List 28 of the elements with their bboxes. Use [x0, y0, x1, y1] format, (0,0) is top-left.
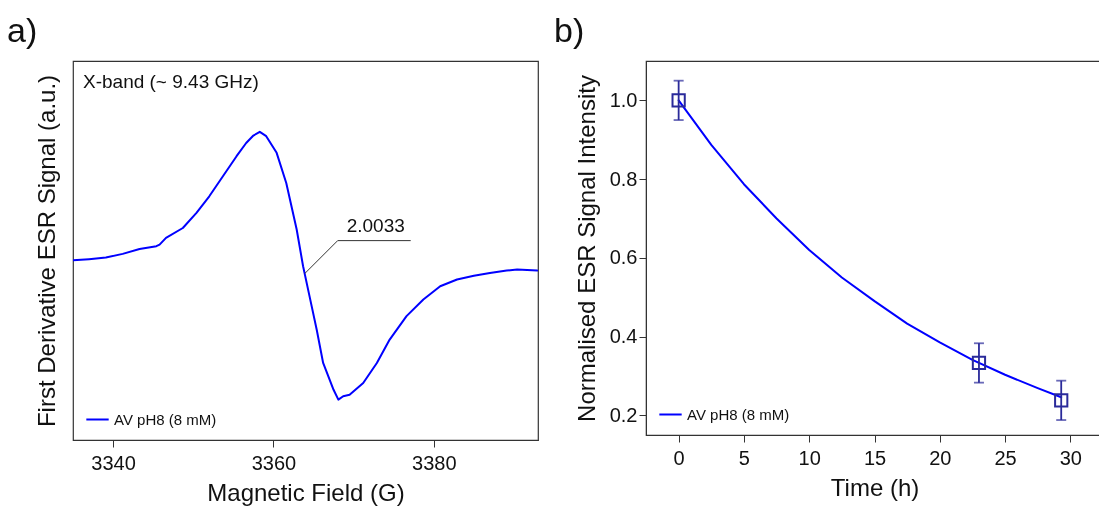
x-axis-title: Time (h): [830, 473, 920, 501]
x-tick-label: 5: [738, 446, 750, 469]
x-tick-label: 3340: [91, 451, 136, 474]
x-tick-label: 25: [994, 446, 1017, 469]
legend-label: AV pH8 (8 mM): [114, 410, 217, 428]
y-tick-label: 0.6: [609, 246, 638, 269]
point: [1054, 393, 1069, 408]
y-tick-label: 0.2: [609, 403, 638, 426]
text: X-band (~ 9.43 GHz): [83, 71, 259, 92]
y-axis-title: Normalised ESR Signal Intensity: [572, 75, 600, 422]
point: [671, 93, 686, 108]
x-tick-label: 0: [673, 446, 685, 469]
y-tick-label: 0.8: [609, 167, 638, 190]
chart-title: b): [554, 11, 585, 49]
y-tick-label: 1.0: [609, 88, 638, 111]
x-tick-label: 10: [798, 446, 821, 469]
y-tick-label: 0.4: [609, 325, 638, 348]
y-axis-title: First Derivative ESR Signal (a.u.): [32, 74, 60, 428]
x-tick-label: 20: [929, 446, 952, 469]
legend-label: AV pH8 (8 mM): [687, 405, 790, 423]
x-tick-label: 3360: [251, 451, 297, 474]
chart-title: a): [7, 11, 38, 49]
annotation: 2.0033: [346, 214, 405, 236]
x-axis-title: Magnetic Field (G): [207, 478, 405, 506]
x-tick-label: 3380: [412, 451, 457, 474]
x-tick-label: 30: [1059, 446, 1082, 469]
x-tick-label: 15: [863, 446, 887, 469]
point: [971, 355, 987, 371]
